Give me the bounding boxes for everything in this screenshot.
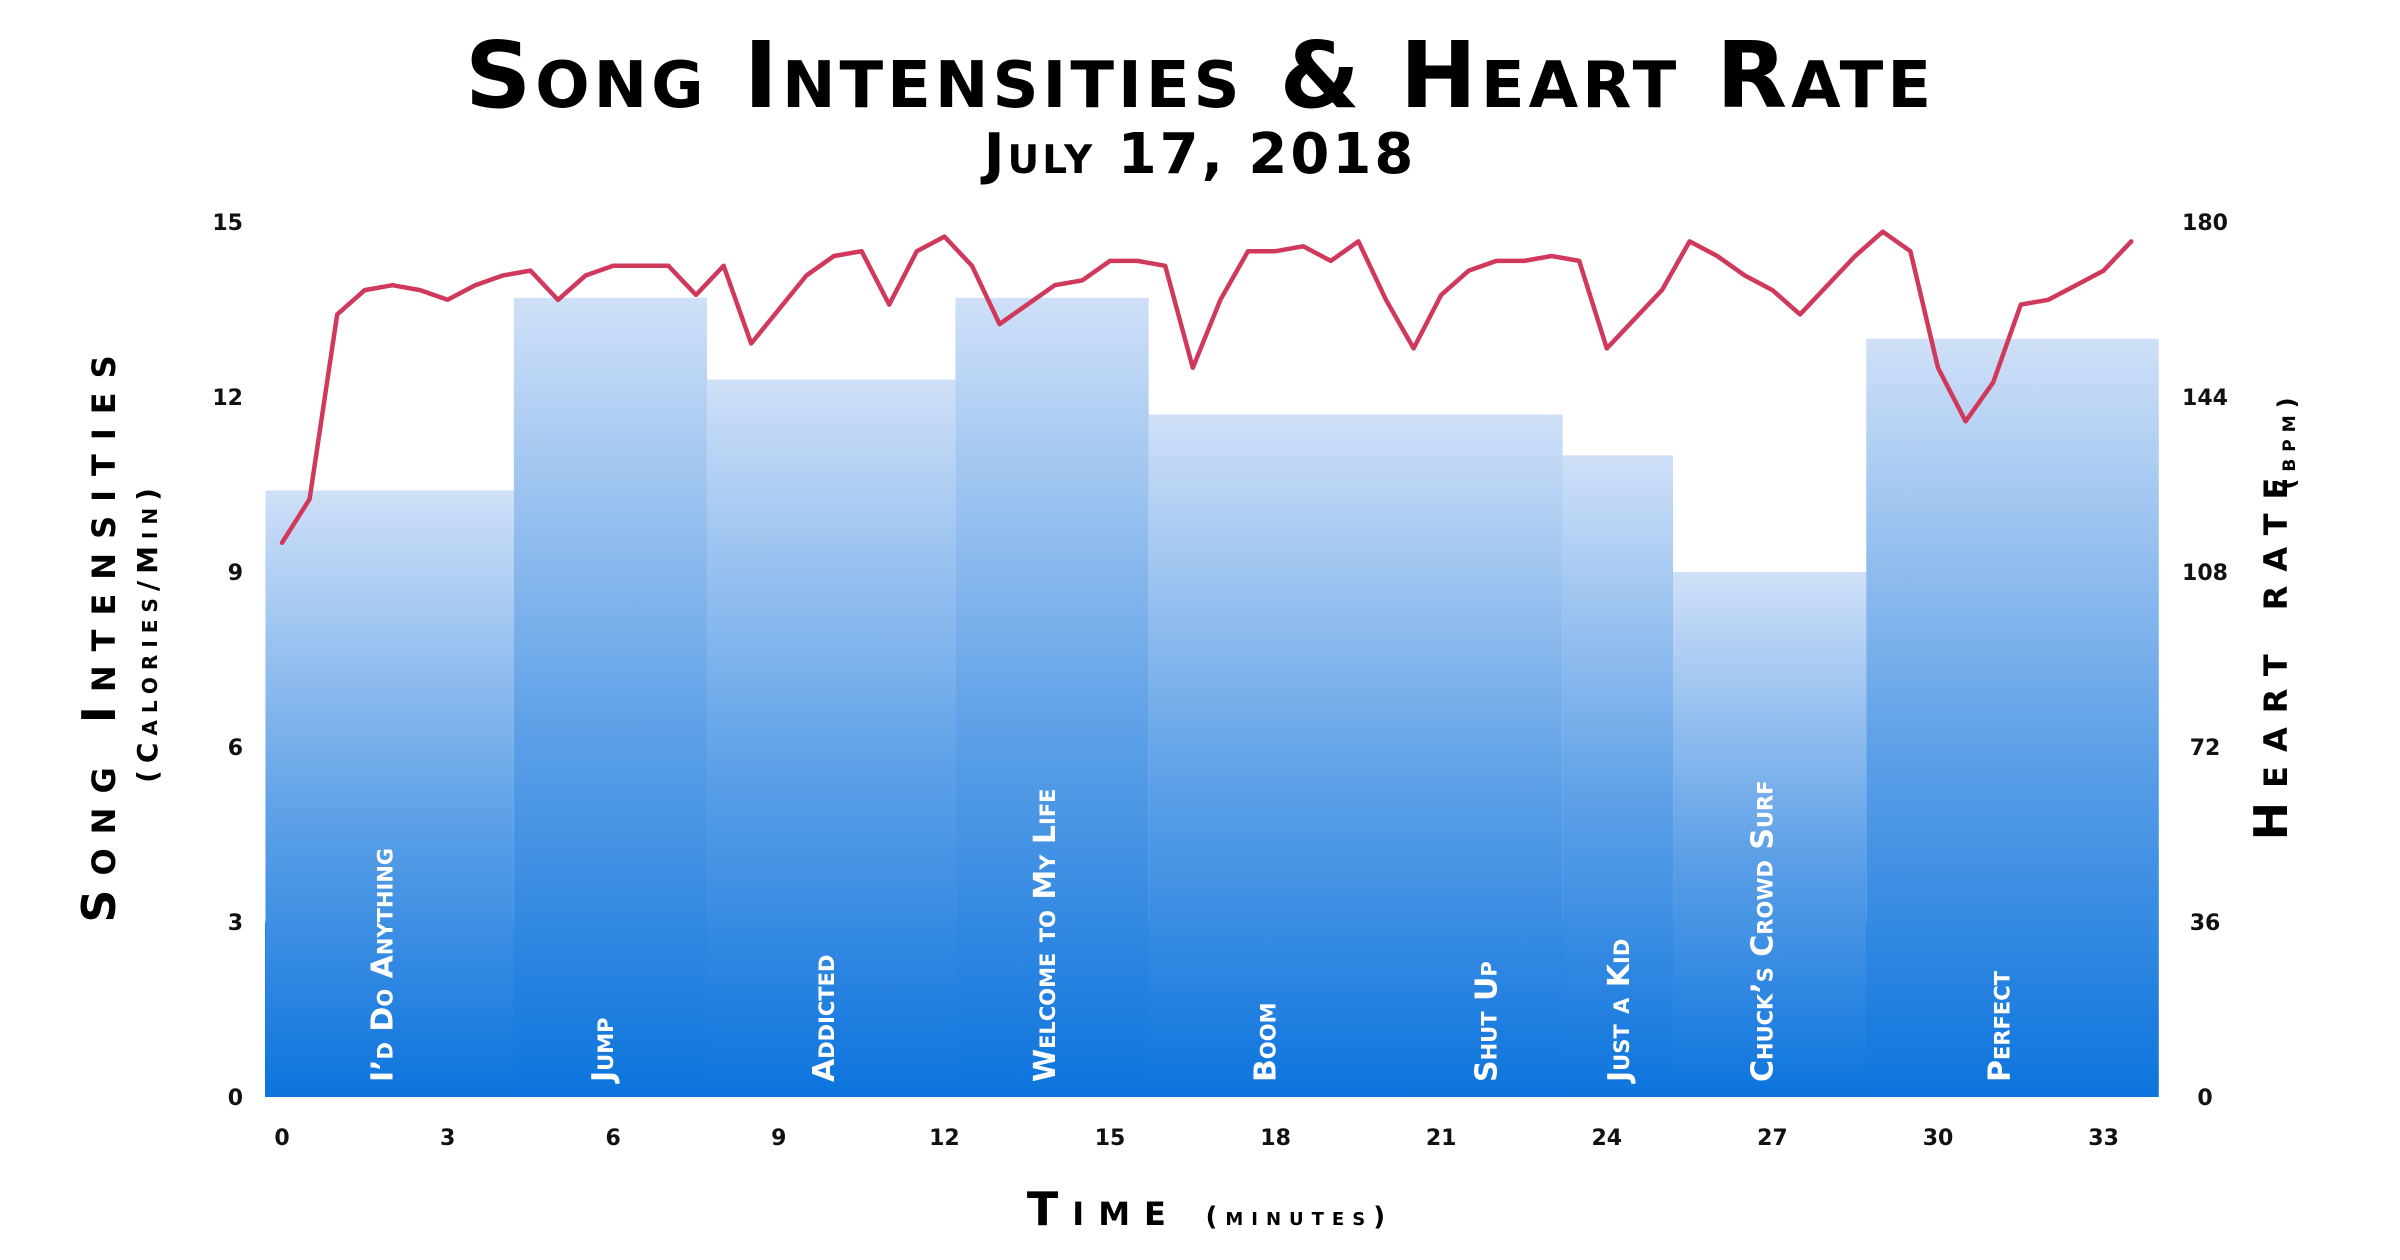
x-tick-label: 27 (1757, 1126, 1788, 1151)
x-tick-label: 3 (440, 1126, 455, 1151)
x-tick-label: 0 (274, 1126, 289, 1151)
x-tick-label: 18 (1260, 1126, 1291, 1151)
bar-label: Shut Up (1469, 961, 1504, 1082)
bar-label: Boom (1249, 1003, 1284, 1082)
heart-rate-line-group (279, 229, 2134, 546)
song-bar (1148, 414, 1563, 1097)
x-axis-title-main: Time (1027, 1182, 1180, 1236)
bar-label: Just a Kid (1602, 939, 1637, 1084)
y-right-axis-title: Heart rate (2244, 464, 2298, 841)
y-left-tick-label: 6 (228, 736, 243, 761)
x-tick-label: 24 (1591, 1126, 1622, 1151)
bar-label: Perfect (1983, 970, 2018, 1082)
y-left-axis-title: Song Intensities (72, 341, 126, 922)
chart-subtitle: July 17, 2018 (983, 122, 1417, 187)
bars-group (265, 297, 2159, 1098)
bar-label: Chuck’s Crowd Surf (1745, 780, 1780, 1082)
song-bar (513, 297, 708, 1097)
song-bar (1866, 338, 2159, 1098)
y-left-tick-label: 15 (212, 211, 243, 236)
y-left-tick-labels: 0 3 6 9 12 15 (212, 211, 243, 1111)
bar-label: Welcome to My Life (1028, 788, 1063, 1082)
x-tick-label: 21 (1426, 1126, 1457, 1151)
y-left-axis-subtitle: (Calories/Min) (131, 481, 164, 783)
y-right-tick-label: 36 (2190, 911, 2221, 936)
x-tick-label: 9 (771, 1126, 786, 1151)
y-right-tick-label: 72 (2190, 736, 2221, 761)
x-axis-title-sub: (minutes) (1205, 1202, 1393, 1232)
song-bar (265, 490, 514, 1097)
y-right-tick-label: 108 (2182, 561, 2228, 586)
x-tick-label: 12 (929, 1126, 960, 1151)
song-bar (955, 297, 1149, 1097)
bar-label: I’d Do Anything (365, 848, 400, 1082)
x-tick-label: 30 (1923, 1126, 1954, 1151)
y-right-axis-subtitle: (bpm) (2273, 390, 2301, 489)
bar-label: Addicted (807, 955, 842, 1082)
x-tick-label: 6 (606, 1126, 621, 1151)
y-right-tick-label: 180 (2182, 211, 2228, 236)
song-bar (1673, 572, 1867, 1097)
song-bar (1562, 455, 1674, 1097)
y-right-tick-label: 144 (2182, 386, 2228, 411)
bar-labels-group: I’d Do Anything Jump Addicted Welcome to My… (365, 780, 2017, 1084)
x-tick-label: 15 (1095, 1126, 1126, 1151)
y-left-tick-label: 9 (228, 561, 243, 586)
heart-rate-line (279, 229, 2134, 546)
y-left-tick-label: 0 (228, 1086, 243, 1111)
y-right-tick-label: 0 (2197, 1086, 2212, 1111)
y-right-tick-labels: 0 36 72 108 144 180 (2182, 211, 2228, 1111)
song-bar (707, 379, 956, 1097)
chart-title: Song Intensities & Heart Rate (464, 22, 1936, 129)
x-tick-labels: 0 3 6 9 12 15 18 21 24 27 30 33 (274, 1126, 2119, 1151)
x-axis-title: Time (minutes) (1027, 1182, 1393, 1236)
y-left-tick-label: 3 (228, 911, 243, 936)
x-tick-label: 33 (2088, 1126, 2119, 1151)
y-left-tick-label: 12 (212, 386, 243, 411)
bar-label: Jump (586, 1017, 621, 1084)
